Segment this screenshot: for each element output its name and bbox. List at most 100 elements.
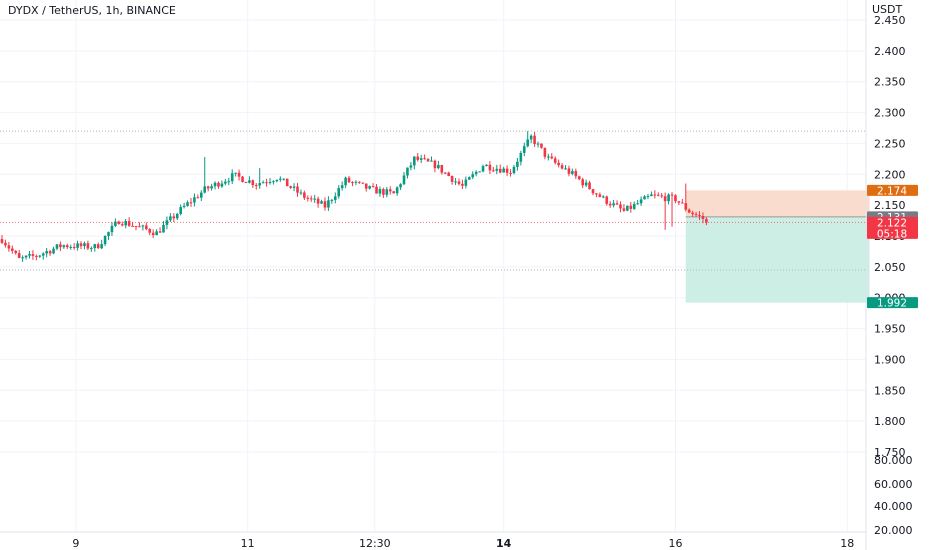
candle-body — [275, 179, 279, 182]
price-axis[interactable]: USDT 2.450 2.400 2.350 2.300 2.250 2.200 2.150… — [865, 0, 913, 550]
candle-body — [76, 243, 79, 248]
candle-body — [268, 182, 272, 184]
candle-body — [626, 205, 629, 211]
candle-body — [457, 181, 461, 184]
candle-body — [691, 212, 694, 215]
candle-body — [52, 248, 55, 254]
candle-body — [705, 218, 708, 223]
candle-body — [402, 175, 406, 185]
candle-body — [175, 213, 179, 219]
candle-body — [86, 243, 90, 249]
candle-body — [522, 146, 526, 153]
last-price-tag — [867, 216, 918, 239]
stop-loss-zone — [685, 190, 870, 217]
price-tick-label: 1.800 — [874, 415, 906, 428]
candle-body — [591, 189, 595, 194]
candle-body — [272, 181, 275, 183]
candle-body — [31, 254, 35, 256]
time-tick-label: 14 — [496, 537, 512, 550]
time-axis[interactable]: 9 11 12:30 14 16 18 — [0, 531, 866, 550]
candle-body — [217, 182, 220, 187]
candle-body — [684, 203, 688, 210]
candle-body — [619, 204, 622, 209]
candle-body — [461, 183, 464, 186]
candle-body — [588, 182, 591, 190]
candle-body — [340, 185, 344, 189]
candle-body — [639, 199, 643, 204]
candle-body — [450, 175, 454, 182]
candle-body — [454, 181, 457, 183]
candle-body — [474, 171, 478, 175]
candle-body — [323, 201, 327, 208]
candle-body — [206, 186, 210, 189]
candle-body — [512, 166, 516, 174]
candle-body — [361, 182, 365, 184]
candle-body — [443, 172, 447, 174]
time-tick-label: 11 — [241, 537, 255, 550]
stop-price-tag-text: 2.174 — [877, 185, 907, 197]
candle-body — [24, 255, 28, 258]
candle-body — [547, 156, 550, 158]
candle-body — [148, 229, 152, 233]
candle-body — [526, 139, 530, 147]
candle-body — [11, 248, 14, 251]
candle-body — [382, 189, 385, 195]
candle-body — [248, 180, 251, 183]
candle-body — [134, 225, 138, 227]
candle-body — [481, 166, 485, 172]
candle-body — [45, 251, 48, 254]
candle-body — [59, 244, 62, 248]
candle-body — [646, 196, 650, 198]
candle-body — [670, 194, 674, 196]
candle-body — [303, 192, 306, 198]
candle-body — [602, 196, 605, 198]
candle-body — [169, 216, 172, 221]
candle-body — [567, 168, 571, 174]
candle-body — [368, 186, 371, 189]
take-profit-zone — [685, 216, 870, 303]
candle-body — [574, 171, 578, 177]
candle-body — [254, 185, 258, 187]
chart-title: DYDX / TetherUS, 1h, BINANCE — [8, 4, 176, 17]
candle-body — [69, 246, 73, 248]
candle-body — [687, 209, 691, 213]
candle-body — [564, 168, 567, 170]
candle-body — [419, 158, 423, 160]
candle-body — [447, 172, 450, 176]
candle-body — [17, 253, 21, 258]
candle-body — [145, 225, 148, 230]
candle-body — [701, 215, 705, 219]
price-tick-label: 2.050 — [874, 261, 906, 274]
candle-body — [571, 171, 574, 174]
candle-body — [416, 156, 420, 160]
candle-body — [495, 168, 499, 171]
candle-body — [155, 231, 158, 236]
candle-body — [488, 164, 492, 171]
candle-body — [79, 243, 83, 247]
candle-body — [292, 186, 296, 188]
candle-body — [677, 201, 681, 203]
candle-body — [608, 203, 612, 206]
candle-body — [694, 214, 698, 216]
candle-body — [492, 170, 495, 172]
candle-body — [543, 147, 547, 157]
candle-body — [681, 202, 684, 204]
candle-body — [182, 205, 186, 208]
candle-body — [41, 253, 45, 256]
candle-body — [282, 178, 286, 180]
candle-body — [35, 255, 38, 257]
candle-body — [533, 135, 536, 145]
candle-body — [117, 221, 121, 225]
candle-body — [485, 164, 488, 167]
candle-body — [663, 196, 667, 202]
volume-tick-label: 20.000 — [874, 524, 913, 537]
time-tick-label: 12:30 — [359, 537, 391, 550]
candle-body — [93, 244, 97, 249]
candle-body — [622, 208, 626, 211]
volume-tick-label: 40.000 — [874, 500, 913, 513]
candle-body — [536, 143, 540, 145]
candle-body — [100, 244, 103, 249]
candle-body — [392, 191, 396, 194]
candle-body — [330, 199, 334, 201]
